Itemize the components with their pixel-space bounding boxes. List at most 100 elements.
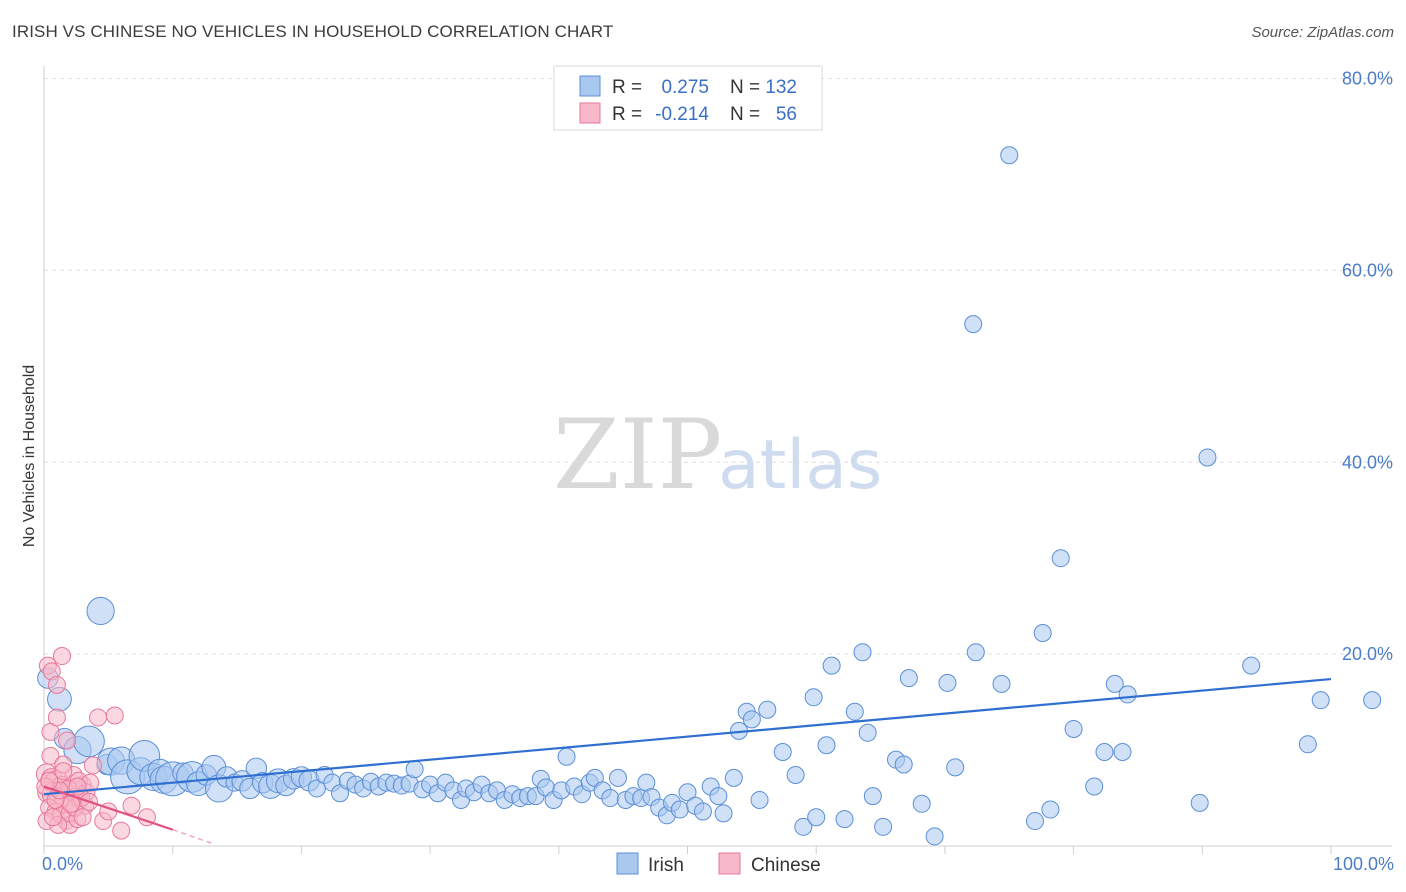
irish-point-89 [709,787,728,806]
irish-point-132 [1198,448,1217,467]
irish-point-112 [899,669,918,688]
chinese-point-39 [41,746,60,765]
chart-title: IRISH VS CHINESE NO VEHICLES IN HOUSEHOL… [12,22,614,41]
chinese-point-55 [40,771,59,790]
legend-n-label-chinese: N = [730,104,760,125]
legend-n-value-irish: 132 [765,77,797,98]
irish-point-124 [1051,549,1070,568]
stats-legend: R = 0.275 N = 132 R = -0.214 N = 56 [553,65,823,131]
irish-point-75 [609,768,628,787]
irish-point-102 [817,736,836,755]
chinese-point-35 [105,706,124,725]
irish-trend-line [43,677,1332,796]
irish-point-115 [938,673,957,692]
series-irish-points [37,146,1382,846]
irish-point-104 [835,810,854,829]
irish-point-103 [822,656,841,675]
irish-point-47 [405,760,424,779]
irish-point-109 [874,817,893,836]
source-label: Source: ZipAtlas.com [1251,24,1394,41]
irish-point-114 [925,827,944,846]
irish-point-119 [1000,146,1019,165]
legend-n-value-chinese: 56 [776,104,797,125]
watermark-zip: ZIP [553,399,722,511]
grid-lines [43,78,1392,854]
irish-point-85 [678,783,697,802]
trend-lines [43,677,1332,844]
irish-point-123 [1041,800,1060,819]
y-tick-label-3: 80.0% [1342,69,1393,89]
chinese-point-45 [44,808,63,827]
irish-point-101 [807,808,826,827]
irish-point-125 [1064,719,1083,738]
chinese-point-32 [89,708,108,727]
irish-point-96 [758,700,777,719]
irish-point-34 [307,779,326,798]
irish-point-105 [845,702,864,721]
irish-point-108 [863,787,882,806]
x-tick-labels: 0.0% 100.0% [42,854,1394,874]
irish-point-84 [670,800,689,819]
irish-point-118 [992,674,1011,693]
irish-point-128 [1105,674,1124,693]
chinese-point-49 [54,762,73,781]
irish-point-131 [1190,793,1209,812]
legend-r-value-irish: 0.275 [661,77,709,98]
irish-point-87 [693,802,712,821]
irish-point-95 [750,790,769,809]
irish-point-107 [858,723,877,742]
irish-point-106 [853,643,872,662]
irish-point-99 [794,817,813,836]
legend-r-label-irish: R = [612,77,642,98]
y-axis-label: No Vehicles in Household [21,365,38,547]
series-legend-label-irish: Irish [648,855,684,876]
irish-point-4 [73,725,105,758]
irish-point-113 [912,794,931,813]
irish-point-98 [786,766,805,785]
legend-r-value-chinese: -0.214 [655,104,709,125]
chinese-point-44 [73,808,92,827]
irish-point-130 [1118,685,1137,704]
axes [43,66,1392,847]
watermark: ZIP atlas [553,399,882,511]
x-tick-label-0: 0.0% [42,854,83,874]
irish-point-111 [894,755,913,774]
irish-point-5 [86,596,115,626]
irish-point-74 [601,789,620,808]
irish-point-133 [1242,656,1261,675]
chinese-point-5 [47,708,66,727]
irish-point-126 [1085,777,1104,796]
legend-swatch-chinese [579,102,601,124]
series-legend-label-chinese: Chinese [751,855,821,876]
chinese-point-37 [122,796,141,815]
chinese-trend-line [43,785,174,831]
y-tick-label-0: 20.0% [1342,644,1393,664]
x-tick-label-1: 100.0% [1333,854,1394,874]
irish-point-94 [742,710,761,729]
chinese-point-3 [53,647,72,666]
chinese-point-36 [112,821,131,840]
irish-point-129 [1113,742,1132,761]
irish-point-134 [1298,735,1317,754]
irish-point-122 [1033,624,1052,643]
chinese-point-6 [58,731,77,750]
y-tick-labels: 20.0% 40.0% 60.0% 80.0% [1342,69,1393,665]
irish-point-90 [714,804,733,823]
watermark-atlas: atlas [718,426,882,505]
irish-point-117 [966,643,985,662]
legend-n-label-irish: N = [730,77,760,98]
irish-point-68 [557,747,576,766]
series-legend-swatch-chinese [718,852,741,875]
irish-point-135 [1311,691,1330,710]
y-tick-label-1: 40.0% [1342,452,1393,472]
chinese-point-31 [83,756,102,775]
irish-point-121 [1025,812,1044,831]
series-legend: Irish Chinese [616,852,821,876]
irish-point-116 [946,758,965,777]
series-legend-swatch-irish [616,852,639,875]
chinese-point-2 [47,675,66,694]
irish-point-91 [724,768,743,787]
y-tick-label-2: 60.0% [1342,260,1393,280]
irish-point-120 [964,315,983,334]
